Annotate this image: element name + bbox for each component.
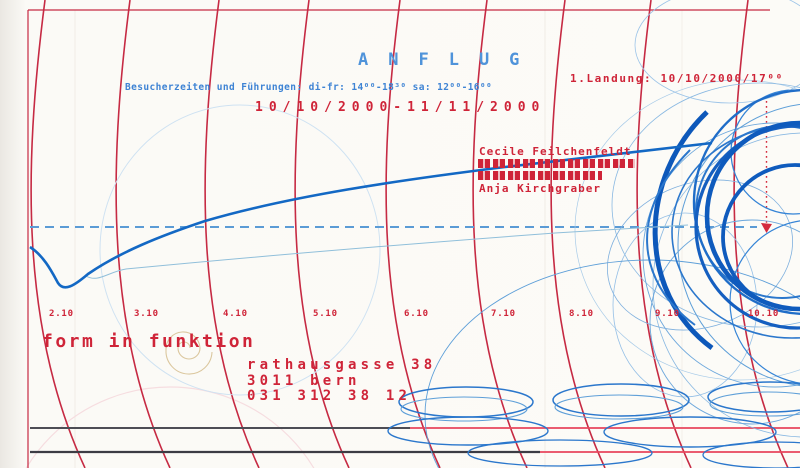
coil-loops [387, 381, 800, 468]
timeline-date: 10.10 [748, 309, 780, 319]
exhibition-date-range: 10/10/2000-11/11/2000 [255, 100, 546, 115]
visiting-hours: Besucherzeiten und Führungen: di-fr: 14⁰… [125, 82, 493, 93]
timeline-date: 3.10 [134, 309, 159, 319]
landing-scribble-circles [424, 0, 800, 468]
poster-title: ANFLUG [358, 50, 540, 70]
faint-arc [99, 104, 381, 396]
glitch-block-row [478, 171, 602, 180]
timeline-date: 6.10 [404, 309, 429, 319]
construction-lines [25, 10, 683, 468]
venue-name: form in funktion [42, 331, 256, 352]
address-phone: 031 312 38 12 [247, 388, 412, 404]
artist-name-2: Anja Kirchgraber [479, 182, 601, 195]
glitch-block-row [478, 159, 635, 168]
glide-branch-line [85, 224, 689, 279]
timeline-date: 4.10 [223, 309, 248, 319]
address-city: 3011 bern [247, 372, 361, 389]
bottom-rules [30, 427, 800, 454]
arrow-icon [761, 223, 772, 233]
address-street: rathausgasse 38 [247, 357, 437, 373]
artist-name-1: Cecile Feilchenfeldt [479, 145, 632, 158]
golden-spiral [165, 331, 213, 375]
timeline-date: 8.10 [569, 309, 594, 319]
timeline-date: 2.10 [49, 309, 74, 319]
timeline-date: 7.10 [491, 309, 516, 319]
timeline-date: 9.10 [655, 309, 680, 319]
first-landing-note: 1.Landung: 10/10/2000/17⁰⁰ [570, 72, 784, 85]
dotted-drop-line [761, 96, 772, 233]
timeline-date: 5.10 [313, 309, 338, 319]
address-block: rathausgasse 38 3011 bern 031 312 38 12 [247, 357, 437, 405]
